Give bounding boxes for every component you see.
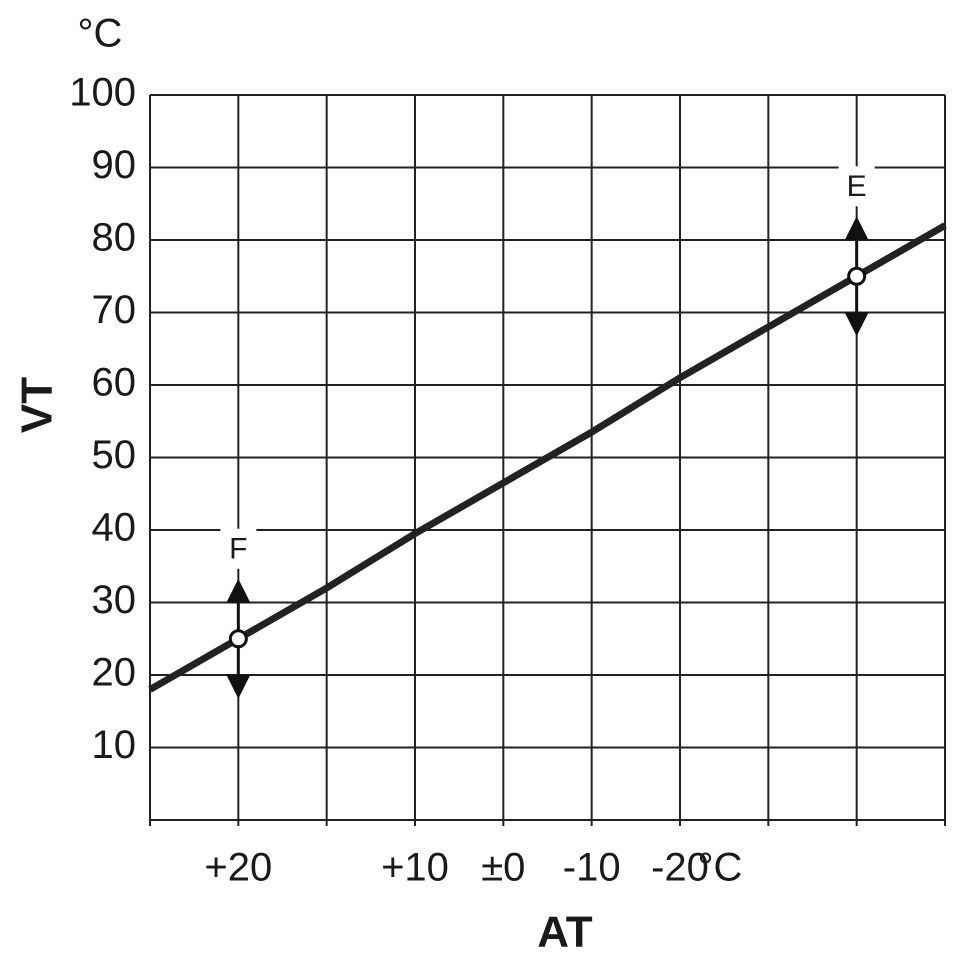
x-tick-label: +10 <box>381 846 449 890</box>
y-tick-label: 60 <box>92 361 137 405</box>
arrow-head <box>844 312 869 337</box>
y-tick-label: 70 <box>92 288 137 332</box>
y-tick-label: 90 <box>92 143 137 187</box>
x-tick-label: -20 <box>651 846 709 890</box>
label-bg <box>838 166 875 207</box>
marker <box>228 629 248 649</box>
y-tick-label: 80 <box>92 216 137 260</box>
x-tick-label: ±0 <box>481 846 525 890</box>
x-unit: °C <box>698 846 743 890</box>
y-axis-label: VT <box>13 377 62 433</box>
heating-curve <box>148 222 947 693</box>
arrow-head <box>844 216 869 241</box>
arrow-head <box>226 674 251 699</box>
y-tick-label: 20 <box>92 651 137 695</box>
x-tick-label: -10 <box>563 846 621 890</box>
y-tick-label: 50 <box>92 433 137 477</box>
x-tick-label: +20 <box>204 846 272 890</box>
marker-label: F <box>229 533 247 566</box>
y-tick-label: 30 <box>92 578 137 622</box>
marker-label: E <box>847 170 867 203</box>
y-unit: °C <box>78 12 123 56</box>
x-axis-label: AT <box>537 908 593 956</box>
y-tick-label: 10 <box>92 723 137 767</box>
arrow-head <box>226 578 251 603</box>
marker <box>847 266 867 286</box>
y-tick-label: 40 <box>92 506 137 550</box>
y-tick-label: 100 <box>69 71 136 115</box>
label-bg <box>220 528 257 569</box>
